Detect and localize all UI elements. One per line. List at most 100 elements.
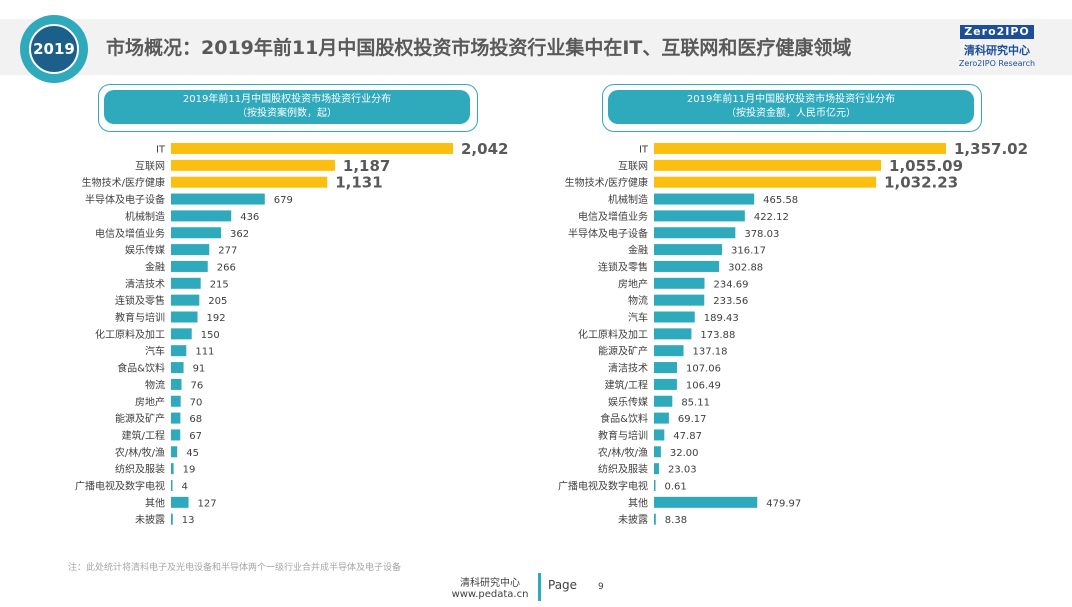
left-value-label-14: 76 bbox=[190, 380, 203, 391]
left-value-label-22: 13 bbox=[182, 515, 195, 526]
right-value-label-18: 32.00 bbox=[670, 448, 699, 459]
right-category-label-10: 汽车 bbox=[628, 311, 648, 324]
right-bar-18 bbox=[654, 446, 661, 458]
right-bar-21 bbox=[654, 496, 758, 508]
right-bar-14 bbox=[654, 378, 677, 390]
year-badge: 2019 bbox=[29, 24, 79, 74]
left-category-label-17: 建筑/工程 bbox=[122, 429, 165, 442]
footnote: 注：此处统计将清科电子及光电设备和半导体两个一级行业合并成半导体及电子设备 bbox=[68, 563, 402, 573]
right-value-label-10: 189.43 bbox=[704, 313, 739, 324]
left-value-label-8: 215 bbox=[210, 279, 229, 290]
right-value-label-12: 137.18 bbox=[693, 347, 728, 358]
right-category-label-14: 建筑/工程 bbox=[605, 378, 648, 391]
right-category-label-0: IT bbox=[639, 145, 649, 156]
left-category-label-0: IT bbox=[156, 145, 166, 156]
page-title: 市场概况：2019年前11月中国股权投资市场投资行业集中在IT、互联网和医疗健康… bbox=[106, 37, 852, 59]
footer-url: www.pedata.cn bbox=[451, 589, 529, 600]
right-value-label-17: 47.87 bbox=[673, 431, 702, 442]
left-value-label-13: 91 bbox=[193, 364, 206, 375]
left-bar-8 bbox=[171, 277, 201, 289]
left-category-label-5: 电信及增值业务 bbox=[95, 227, 165, 240]
zero2ipo-logo: Zero2IPO 清科研究中心 Zero2IPO Research bbox=[956, 20, 1038, 68]
title-bar bbox=[0, 19, 1072, 75]
right-category-label-6: 金融 bbox=[628, 244, 648, 257]
right-value-label-14: 106.49 bbox=[686, 380, 721, 391]
left-category-label-13: 食品&饮料 bbox=[117, 362, 165, 375]
left-bar-17 bbox=[171, 429, 181, 441]
right-chart-title: 2019年前11月中国股权投资市场投资行业分布 （按投资金额，人民币亿元） bbox=[608, 90, 974, 124]
right-category-label-18: 农/林/牧/渔 bbox=[598, 446, 648, 459]
right-bar-12 bbox=[654, 345, 684, 357]
footer-divider bbox=[538, 573, 541, 601]
right-value-label-15: 85.11 bbox=[681, 397, 710, 408]
left-value-label-11: 150 bbox=[201, 330, 220, 341]
left-category-label-15: 房地产 bbox=[135, 395, 165, 408]
footer-page-label: Page bbox=[548, 578, 578, 592]
right-bar-3 bbox=[654, 193, 755, 205]
right-value-label-0: 1,357.02 bbox=[954, 140, 1028, 158]
right-category-label-11: 化工原料及加工 bbox=[578, 328, 648, 341]
left-value-label-17: 67 bbox=[189, 431, 202, 442]
left-bar-7 bbox=[171, 260, 208, 272]
right-bar-22 bbox=[654, 513, 656, 525]
left-category-label-16: 能源及矿产 bbox=[115, 412, 165, 425]
left-chart-title-line1: 2019年前11月中国股权投资市场投资行业分布 bbox=[182, 94, 392, 105]
right-category-label-13: 清洁技术 bbox=[608, 362, 648, 375]
right-value-label-13: 107.06 bbox=[686, 364, 721, 375]
right-category-label-22: 未披露 bbox=[618, 513, 648, 526]
right-category-label-16: 食品&饮料 bbox=[600, 412, 648, 425]
right-category-label-2: 生物技术/医疗健康 bbox=[565, 176, 648, 189]
left-bar-9 bbox=[171, 294, 200, 306]
right-value-label-22: 8.38 bbox=[665, 515, 687, 526]
left-category-label-11: 化工原料及加工 bbox=[95, 328, 165, 341]
left-bar-10 bbox=[171, 311, 198, 323]
left-value-label-4: 436 bbox=[240, 212, 259, 223]
left-bar-6 bbox=[171, 244, 210, 256]
right-bar-15 bbox=[654, 395, 673, 407]
left-category-label-21: 其他 bbox=[145, 496, 165, 509]
left-category-label-22: 未披露 bbox=[135, 513, 165, 526]
right-category-label-8: 房地产 bbox=[618, 277, 648, 290]
right-category-label-17: 教育与培训 bbox=[598, 429, 648, 442]
left-value-label-20: 4 bbox=[182, 482, 188, 493]
right-bar-17 bbox=[654, 429, 665, 441]
right-category-label-20: 广播电视及数字电视 bbox=[558, 480, 648, 493]
right-value-label-3: 465.58 bbox=[763, 195, 798, 206]
left-category-label-6: 娱乐传媒 bbox=[125, 244, 165, 257]
right-value-label-16: 69.17 bbox=[678, 414, 707, 425]
left-bar-19 bbox=[171, 463, 174, 475]
left-category-label-2: 生物技术/医疗健康 bbox=[82, 176, 165, 189]
right-category-label-9: 物流 bbox=[628, 294, 648, 307]
logo-org-name-en: Zero2IPO Research bbox=[958, 59, 1036, 68]
left-bar-11 bbox=[171, 328, 192, 340]
left-bar-3 bbox=[171, 193, 265, 205]
left-chart-title: 2019年前11月中国股权投资市场投资行业分布 （按投资案例数，起） bbox=[104, 90, 470, 124]
left-value-label-5: 362 bbox=[230, 229, 249, 240]
right-value-label-11: 173.88 bbox=[700, 330, 735, 341]
right-value-label-8: 234.69 bbox=[714, 279, 749, 290]
right-category-label-19: 纺织及服装 bbox=[598, 463, 648, 476]
right-chart-title-line2: （按投资金额，人民币亿元） bbox=[726, 108, 856, 119]
left-category-label-7: 金融 bbox=[145, 260, 165, 273]
right-value-label-6: 316.17 bbox=[731, 246, 766, 257]
right-category-label-5: 半导体及电子设备 bbox=[568, 227, 648, 240]
right-bar-10 bbox=[654, 311, 695, 323]
left-bar-16 bbox=[171, 412, 181, 424]
left-category-label-9: 连锁及零售 bbox=[115, 294, 165, 307]
right-value-label-4: 422.12 bbox=[754, 212, 789, 223]
left-category-label-1: 互联网 bbox=[135, 160, 165, 172]
left-value-label-21: 127 bbox=[198, 498, 217, 509]
left-category-label-4: 机械制造 bbox=[125, 210, 165, 223]
right-bar-0 bbox=[654, 143, 946, 154]
right-category-label-1: 互联网 bbox=[618, 160, 648, 172]
right-value-label-19: 23.03 bbox=[668, 465, 697, 476]
right-bar-20 bbox=[654, 480, 656, 491]
right-bar-4 bbox=[654, 210, 745, 222]
left-value-label-6: 277 bbox=[218, 246, 237, 257]
left-bar-21 bbox=[171, 496, 189, 508]
right-bar-2 bbox=[654, 176, 877, 188]
left-category-label-3: 半导体及电子设备 bbox=[85, 193, 165, 206]
left-value-label-7: 266 bbox=[217, 262, 236, 273]
footer-page-number: 9 bbox=[598, 582, 604, 592]
